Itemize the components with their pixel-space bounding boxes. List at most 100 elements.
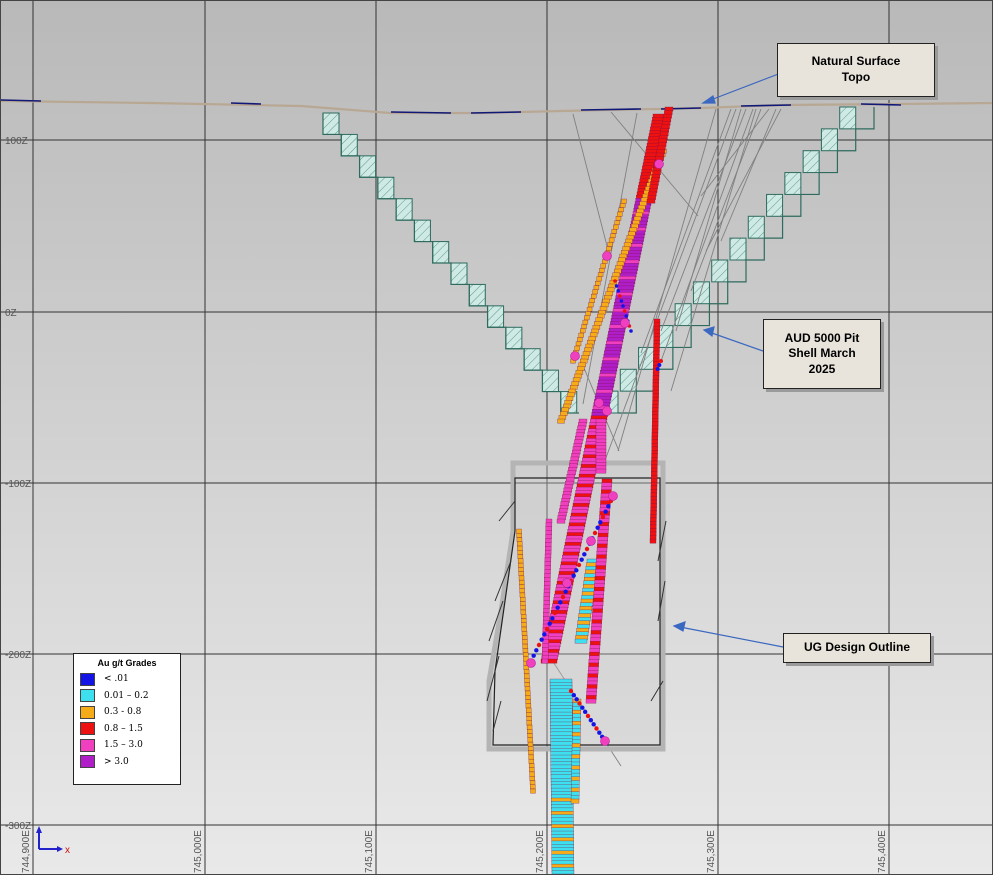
natural-surface-callout: Natural Surface Topo <box>777 43 935 97</box>
assay-block <box>544 549 552 555</box>
assay-block <box>545 530 552 536</box>
intercept-point <box>576 562 582 568</box>
pit-bench <box>802 150 820 174</box>
assay-block <box>527 733 533 738</box>
assay-block <box>524 682 530 687</box>
legend-item: 0.3 - 0.8 <box>80 704 174 721</box>
intercept-point <box>622 309 627 313</box>
assay-block <box>565 396 574 401</box>
pit-bench <box>784 172 802 195</box>
east-label-745100: 745,100E <box>364 830 375 873</box>
legend-item: 0.8 – 1.5 <box>80 721 174 738</box>
assay-block <box>521 622 527 628</box>
pit-bench <box>711 259 729 283</box>
assay-block <box>522 643 528 649</box>
intercept-point <box>539 637 544 642</box>
assay-block <box>615 265 623 270</box>
high-grade-marker <box>602 406 612 416</box>
intercept-point <box>588 717 594 723</box>
assay-block <box>516 528 522 534</box>
assay-block <box>544 553 552 559</box>
assay-block <box>521 618 527 623</box>
intercept-point <box>568 688 574 694</box>
pit-bench <box>359 155 377 178</box>
assay-block <box>597 313 605 319</box>
assay-block <box>544 557 552 563</box>
intercept-point <box>574 568 579 573</box>
intercept-point <box>621 304 625 308</box>
assay-block <box>592 325 601 330</box>
east-label-745000: 745,000E <box>193 830 204 873</box>
legend-swatch <box>80 705 95 719</box>
assay-block <box>517 545 523 551</box>
assay-block <box>517 541 523 547</box>
assay-block <box>542 643 549 648</box>
high-grade-marker <box>526 658 536 668</box>
assay-block <box>633 216 642 221</box>
assay-block <box>582 351 591 356</box>
assay-block <box>545 538 552 543</box>
elev-label-m100: -100Z <box>5 479 31 490</box>
assay-block <box>525 707 532 713</box>
assay-block <box>574 373 582 379</box>
assay-block <box>575 341 582 347</box>
legend-label: > 3.0 <box>104 756 129 767</box>
pit-bench <box>505 326 523 350</box>
assay-block <box>519 584 525 589</box>
axis-triad-x-label: x <box>65 845 70 856</box>
assay-block <box>617 211 623 217</box>
assay-block <box>527 729 533 734</box>
annotation-arrows <box>672 72 784 648</box>
intercept-point <box>613 279 617 283</box>
assay-block <box>529 780 536 785</box>
assay-block <box>519 588 525 594</box>
assay-block <box>570 385 578 390</box>
elev-label-m200: -200Z <box>5 650 31 661</box>
assay-block <box>574 638 588 644</box>
assay-block <box>622 246 630 251</box>
east-label-745200: 745,200E <box>535 830 546 873</box>
intercept-point <box>619 299 624 303</box>
assay-block <box>518 567 524 572</box>
assay-block <box>589 332 598 338</box>
assay-block <box>551 870 575 874</box>
assay-block <box>545 518 553 524</box>
intercept-point <box>598 520 603 525</box>
assay-block <box>604 295 612 300</box>
assay-block <box>524 686 531 692</box>
assay-block <box>520 605 526 611</box>
high-grade-marker <box>600 736 610 746</box>
assay-block <box>541 654 549 660</box>
intercept-point <box>531 653 536 658</box>
legend-swatch <box>80 755 95 769</box>
intercept-point <box>547 621 552 626</box>
assay-block <box>561 407 569 413</box>
assay-block <box>616 261 625 266</box>
legend-label: 0.01 – 0.2 <box>104 690 149 701</box>
assay-block <box>578 332 584 338</box>
assay-block <box>518 562 524 568</box>
assay-block <box>626 235 635 240</box>
intercept-point <box>582 552 587 557</box>
intercept-point <box>563 589 568 594</box>
pit-bench <box>468 283 486 307</box>
pit-bench <box>619 368 637 392</box>
assay-block <box>618 207 624 212</box>
assay-block <box>558 415 567 420</box>
assay-block <box>524 678 530 683</box>
assay-block <box>526 716 532 721</box>
intercept-point <box>580 705 585 710</box>
assay-block <box>618 257 626 263</box>
intercept-point <box>606 504 611 509</box>
high-grade-marker <box>654 159 664 169</box>
assay-block <box>525 699 531 704</box>
legend-item: 1.5 – 3.0 <box>80 737 174 754</box>
intercept-point <box>555 605 560 610</box>
intercept-point <box>618 294 622 298</box>
pit-bench <box>340 133 358 157</box>
high-grade-marker <box>620 318 630 328</box>
assay-block <box>623 242 632 248</box>
assay-block <box>542 647 549 652</box>
assay-block <box>599 268 605 273</box>
